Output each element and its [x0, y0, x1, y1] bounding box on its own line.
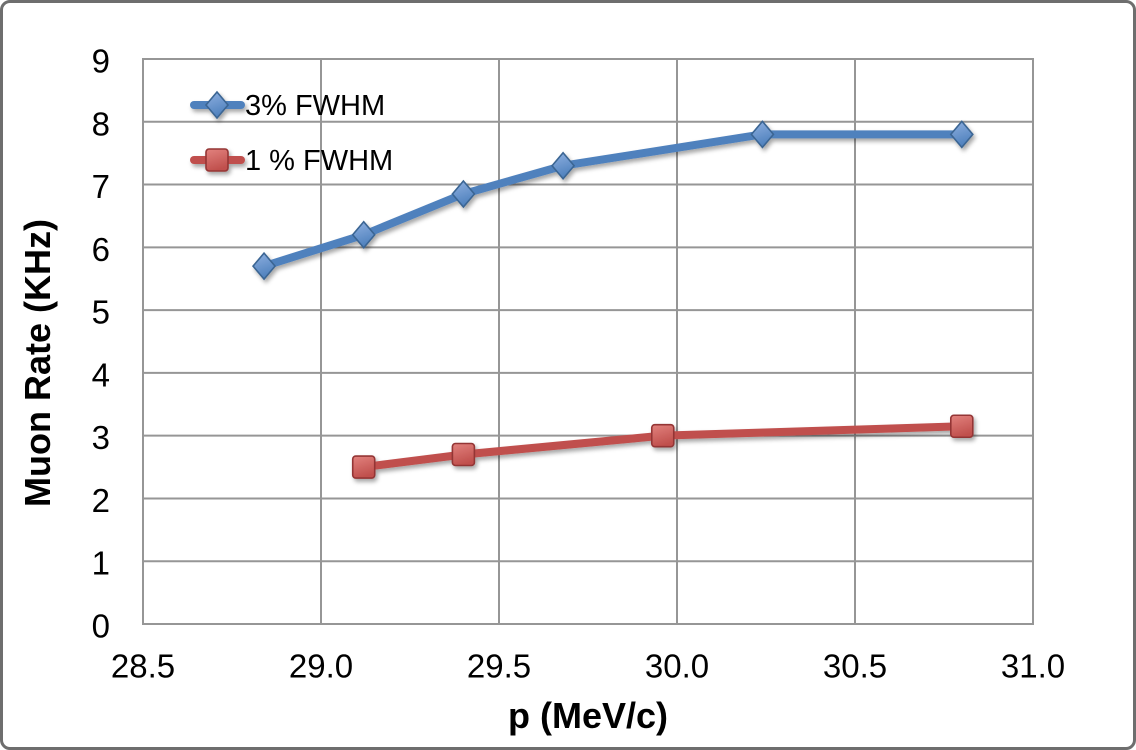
series-line [260, 130, 966, 271]
x-tick-label: 29.0 [289, 648, 353, 685]
y-tick-label: 7 [92, 168, 110, 205]
legend-label: 3% FWHM [245, 90, 385, 122]
series-3-fwhm [251, 120, 974, 281]
legend-entry [190, 90, 245, 120]
y-tick-label: 6 [92, 231, 110, 268]
x-tick-label: 28.5 [111, 648, 175, 685]
series-marker-diamond [451, 179, 476, 209]
legend-label: 1 % FWHM [245, 145, 393, 177]
series-marker-square [205, 148, 229, 172]
x-tick-label: 31.0 [1001, 648, 1065, 685]
x-tick-label: 30.5 [823, 648, 887, 685]
y-tick-label: 2 [92, 482, 110, 519]
series-1-fwhm [351, 414, 974, 479]
series-marker-square [949, 414, 974, 439]
series-line [359, 422, 966, 472]
y-tick-label: 5 [92, 294, 110, 331]
series-marker-diamond [251, 251, 277, 281]
tick-labels: 0 1 2 3 4 5 6 7 8 9 28.5 29.0 29.5 30.0 30.5 31.0 [92, 43, 1065, 685]
series-marker-diamond [551, 151, 576, 180]
legend: 3% FWHM 1 % FWHM [190, 90, 393, 177]
y-tick-label: 4 [92, 356, 110, 393]
series-marker-square [650, 423, 675, 448]
series-marker-square [451, 442, 476, 467]
y-tick-label: 3 [92, 419, 110, 456]
x-tick-label: 30.0 [645, 648, 709, 685]
x-tick-label: 29.5 [467, 648, 531, 685]
y-tick-label: 0 [92, 608, 110, 645]
x-axis-title: p (MeV/c) [507, 695, 668, 736]
plot-border [142, 58, 1034, 625]
series-marker-square [351, 455, 376, 479]
legend-entry [190, 148, 245, 172]
series-marker-diamond [750, 120, 775, 149]
series-marker-diamond [949, 120, 974, 149]
y-tick-label: 8 [92, 105, 110, 142]
plot-area: 0 1 2 3 4 5 6 7 8 9 28.5 29.0 29.5 30.0 30.5 31.0 3% FWH… [92, 43, 1065, 685]
y-tick-label: 9 [92, 43, 110, 80]
y-axis-title: Muon Rate (KHz) [17, 219, 58, 507]
series-marker-diamond [351, 220, 376, 250]
series-marker-diamond [204, 90, 230, 120]
gridlines [142, 58, 1034, 625]
y-tick-label: 1 [92, 545, 110, 582]
